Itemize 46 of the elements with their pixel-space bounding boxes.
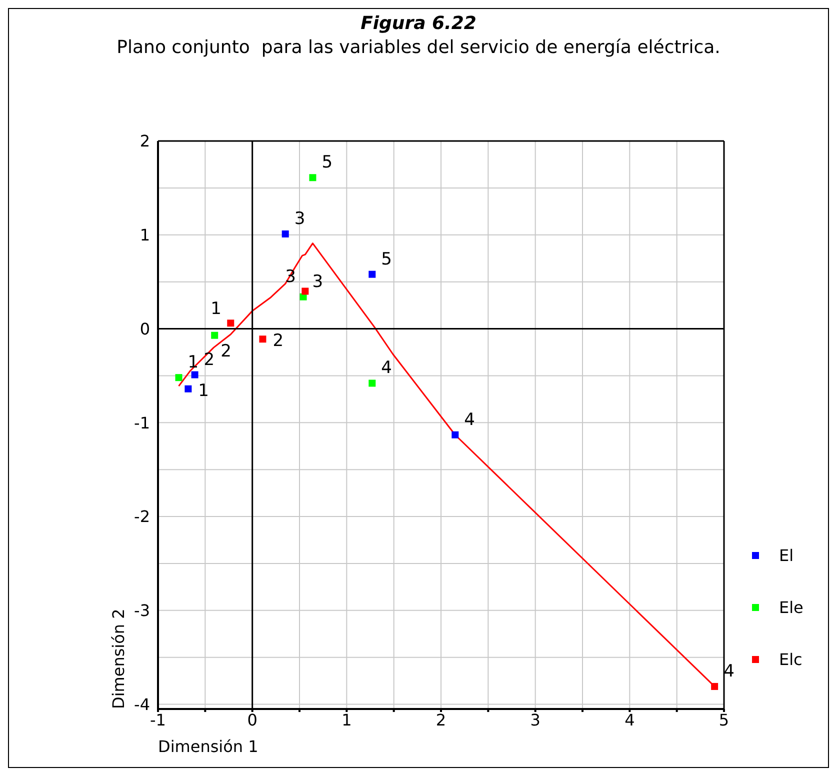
x-tick-label: 0 [247,710,258,730]
legend-label: Ele [779,598,804,616]
point [711,682,718,690]
y-tick-label: -1 [134,413,150,432]
x-tick-label: 1 [342,710,352,730]
point [259,336,266,343]
annotation: 2 [204,350,215,370]
point [302,288,309,295]
annotation: 4 [724,661,734,682]
point [282,230,289,238]
point [211,332,218,339]
annotation: 5 [322,152,333,173]
annotation: 1 [198,380,210,401]
chart-subtitle: Plano conjunto para las variables del servicio de energía eléctrica. [116,36,722,60]
annotation: 5 [381,249,392,270]
y-tick-label: -2 [134,507,150,526]
x-tick-label: 5 [718,710,730,730]
legend-label: Elc [779,650,802,668]
annotation: 2 [220,341,232,362]
y-tick-label: 0 [140,319,150,338]
point [309,174,316,182]
point [191,371,198,378]
point [227,320,234,327]
annotation: 4 [464,410,475,430]
annotation: 2 [272,331,284,352]
legend-label: El [779,546,794,564]
y-tick-label: -4 [134,694,150,714]
point [452,431,459,438]
y-tick-label: -3 [134,601,150,620]
x-axis-title: Dimensión 1 [158,737,258,756]
point [368,270,376,278]
x-tick-label: 3 [530,710,540,730]
point [368,380,376,387]
chart-title: Figura 6.22 [360,13,478,34]
annotation: 1 [188,352,199,373]
x-tick-label: 4 [624,710,635,730]
annotation: 3 [294,208,306,229]
x-tick-label: 2 [436,710,446,730]
point [184,385,192,392]
y-tick-label: 1 [140,226,150,245]
annotation: 4 [381,358,392,378]
y-axis-title: Dimensión 2 [109,608,128,709]
point [175,374,182,382]
annotation: 3 [312,272,324,292]
y-tick-label: 2 [140,132,150,151]
annotation: 1 [210,299,222,320]
